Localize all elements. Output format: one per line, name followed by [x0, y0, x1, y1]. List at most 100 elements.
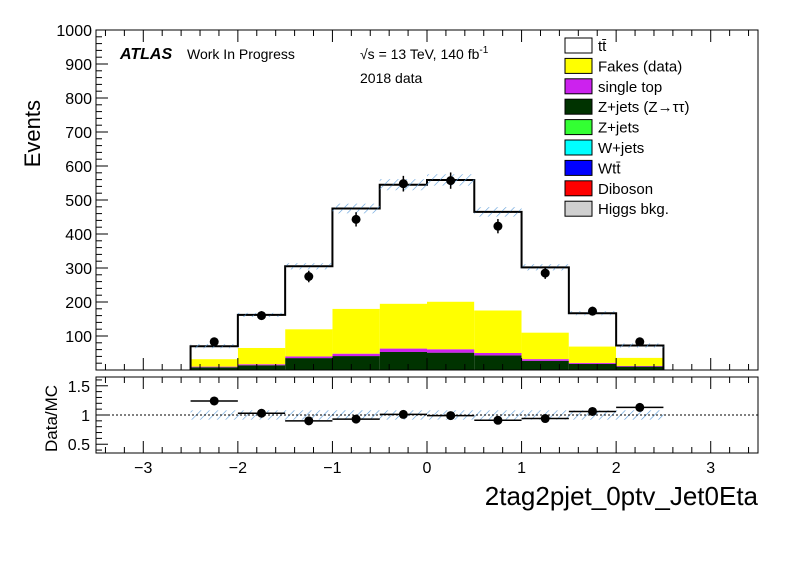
ratio-point-6 — [493, 415, 503, 425]
bar-single-top-1 — [237, 364, 286, 366]
y-axis-title: Events — [20, 100, 45, 167]
ratio-point-8 — [588, 406, 597, 416]
data-point-5 — [446, 176, 456, 186]
y-tick-label-9: 1000 — [56, 23, 92, 40]
y-tick-label-7: 800 — [65, 91, 92, 108]
ratio-point-1 — [257, 408, 266, 418]
bar-tt--5 — [427, 179, 475, 302]
ratio-points — [190, 396, 664, 426]
bar-z-jets-z--1 — [237, 365, 286, 370]
legend-label-8: Higgs bkg. — [598, 201, 669, 218]
bar-z-jets-z--4 — [379, 351, 427, 370]
data-point-4 — [398, 179, 408, 189]
legend-label-7: Diboson — [598, 181, 653, 198]
ratio-point-0 — [209, 396, 219, 406]
bar-tt--0 — [190, 346, 238, 360]
mc-uncertainty-3 — [332, 203, 380, 214]
status-label: Work In Progress — [187, 46, 295, 62]
x-tick-label-6: 3 — [706, 460, 715, 477]
energy-lumi-label: √s = 13 TeV, 140 fb-1 — [360, 45, 489, 62]
x-axis-title: 2tag2pjet_0ptv_Jet0Eta — [485, 481, 759, 511]
y-tick-label-8: 900 — [65, 57, 92, 74]
bar-single-top-5 — [427, 349, 475, 353]
legend-swatch-8 — [564, 200, 593, 217]
bar-tt--4 — [379, 184, 427, 304]
legend-swatch-7 — [564, 180, 593, 197]
legend-swatch-3 — [564, 98, 593, 115]
x-tick-label-3: 0 — [423, 460, 432, 477]
bar-single-top-2 — [285, 356, 333, 359]
y-tick-label-6: 700 — [65, 125, 92, 142]
ratio-y-axis-ticks: 0.5 1 1.5 — [68, 379, 108, 454]
lumi-exponent: -1 — [479, 45, 488, 56]
bar-fakes-data--9 — [616, 357, 664, 366]
legend-label-0: tt̄ — [598, 38, 607, 55]
bar-single-top-6 — [474, 353, 522, 356]
x-axis-ticks: −3 −2 −1 0 1 2 3 — [104, 377, 750, 477]
mc-uncertainty-6 — [474, 207, 522, 217]
bar-single-top-9 — [616, 365, 664, 367]
ratio-point-5 — [446, 411, 456, 421]
bar-z-jets-z--9 — [616, 366, 664, 370]
legend-label-2: single top — [598, 79, 662, 96]
bar-fakes-data--1 — [237, 347, 286, 365]
bar-single-top-0 — [190, 366, 238, 368]
y-tick-label-4: 500 — [65, 193, 92, 210]
x-tick-label-2: −1 — [323, 460, 341, 477]
legend-swatch-5 — [564, 139, 593, 156]
ratio-point-9 — [635, 402, 645, 412]
data-point-3 — [351, 214, 361, 224]
x-tick-label-1: −2 — [229, 460, 247, 477]
bar-single-top-7 — [521, 359, 569, 361]
legend-label-4: Z+jets — [598, 120, 639, 137]
bar-single-top-3 — [332, 353, 380, 357]
data-point-6 — [493, 221, 503, 231]
y-axis-ticks: 100 200 300 400 500 600 700 800 900 1000 — [56, 23, 108, 364]
legend-swatch-6 — [564, 159, 593, 176]
ratio-point-4 — [398, 409, 408, 419]
y-tick-label-5: 600 — [65, 159, 92, 176]
ratio-point-7 — [540, 414, 550, 424]
data-points — [209, 172, 645, 347]
bar-tt--9 — [616, 345, 664, 358]
bar-z-jets-z--3 — [332, 356, 380, 370]
ratio-y-axis-title: Data/MC — [42, 385, 61, 452]
data-point-8 — [588, 306, 597, 316]
ratio-y-tick-label-2: 1.5 — [68, 379, 90, 396]
mc-uncertainty-2 — [285, 263, 333, 270]
bar-fakes-data--8 — [568, 346, 617, 363]
x-tick-label-4: 1 — [517, 460, 526, 477]
bar-z-jets-z--5 — [427, 352, 475, 370]
bar-tt--1 — [237, 314, 286, 348]
bar-z-jets-z--0 — [190, 367, 238, 370]
ratio-panel: 0.5 1 1.5 −3 −2 −1 0 1 2 3 — [68, 376, 759, 477]
x-axis-ticks-main — [104, 30, 750, 370]
bar-fakes-data--6 — [474, 310, 522, 353]
bar-fakes-data--3 — [332, 308, 380, 354]
bar-single-top-8 — [568, 362, 617, 364]
y-tick-label-3: 400 — [65, 227, 92, 244]
bar-z-jets-z--8 — [568, 363, 617, 370]
y-tick-label-2: 300 — [65, 261, 92, 278]
legend-swatch-0 — [564, 37, 593, 54]
x-tick-label-5: 2 — [612, 460, 621, 477]
bar-z-jets-z--6 — [474, 355, 522, 370]
atlas-label: ATLAS — [119, 46, 172, 63]
bar-fakes-data--5 — [427, 301, 475, 350]
data-point-7 — [540, 268, 550, 278]
energy-lumi-text: √s = 13 TeV, 140 fb — [360, 46, 480, 62]
x-tick-label-0: −3 — [134, 460, 152, 477]
legend-swatch-4 — [564, 119, 593, 136]
main-panel: 100 200 300 400 500 600 700 800 900 1000 — [56, 23, 759, 371]
legend-swatch-2 — [564, 78, 593, 95]
data-point-0 — [209, 337, 219, 347]
bar-single-top-4 — [379, 348, 427, 352]
bar-fakes-data--0 — [190, 359, 238, 367]
bar-tt--8 — [568, 313, 617, 347]
bar-fakes-data--7 — [521, 332, 569, 360]
legend-label-6: Wtt̄ — [598, 160, 621, 177]
data-point-2 — [304, 272, 314, 281]
bar-fakes-data--2 — [285, 329, 333, 357]
data-point-9 — [635, 337, 645, 347]
